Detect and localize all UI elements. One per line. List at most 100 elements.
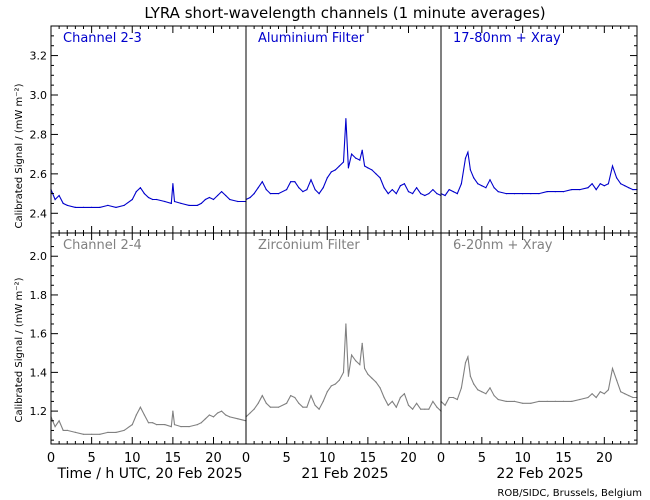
data-point [436, 193, 438, 195]
data-point [460, 387, 462, 389]
x-tick-label: 10 [319, 451, 336, 466]
data-point [253, 408, 255, 410]
data-point [473, 177, 475, 179]
data-point [428, 193, 430, 195]
data-point [628, 395, 630, 397]
panel-label-top-3: 17-80nm + Xray [453, 31, 561, 46]
data-point [387, 404, 389, 406]
data-point [497, 398, 499, 401]
data-point [456, 398, 458, 401]
data-point [603, 393, 605, 395]
data-point [367, 373, 369, 375]
data-point [403, 183, 405, 185]
data-point [143, 193, 145, 195]
data-point [420, 193, 422, 195]
data-point [351, 354, 353, 356]
data-point [330, 171, 332, 173]
data-point [200, 202, 202, 204]
data-point [595, 396, 597, 399]
data-point [164, 200, 166, 203]
data-point [355, 157, 357, 159]
data-point [460, 183, 462, 185]
data-point [554, 191, 556, 193]
y-tick-label: 1.6 [30, 328, 48, 341]
data-point [467, 151, 469, 153]
data-point [314, 189, 316, 191]
data-point [351, 153, 353, 155]
y-tick-label: 1.8 [30, 289, 48, 302]
data-point [217, 194, 219, 197]
data-point [208, 414, 210, 416]
series-line-top-2 [245, 118, 442, 200]
data-point [379, 177, 381, 179]
data-point [156, 198, 158, 201]
y-tick-label: 2.0 [30, 250, 48, 263]
data-point [290, 395, 292, 397]
data-point [237, 200, 239, 203]
data-point [607, 183, 610, 185]
data-point [131, 424, 133, 426]
y-axis-label-bottom: Calibrated Signal / (mW m⁻²) [14, 277, 25, 422]
data-point [302, 191, 304, 193]
data-point [253, 193, 255, 195]
data-point [407, 404, 410, 406]
y-tick-label: 2.8 [30, 128, 48, 141]
data-point [497, 191, 499, 193]
data-point [82, 206, 85, 208]
data-point [538, 400, 540, 402]
data-point [473, 383, 475, 385]
data-point [322, 400, 324, 402]
data-point [221, 191, 223, 193]
data-point [562, 400, 565, 402]
data-point [611, 367, 614, 370]
data-point [188, 204, 190, 206]
data-point [412, 408, 414, 410]
x-tick-label: 5 [87, 451, 95, 466]
data-point [355, 360, 357, 362]
data-point [361, 342, 363, 344]
data-point [591, 393, 593, 395]
data-point [345, 323, 347, 325]
chart-title: LYRA short-wavelength channels (1 minute… [144, 4, 545, 22]
x-tick-label: 20 [400, 451, 417, 466]
data-point [364, 165, 366, 167]
data-point [467, 356, 469, 358]
panel-label-top-2: Aluminium Filter [258, 31, 365, 46]
data-point [452, 191, 454, 193]
data-point [375, 381, 377, 383]
data-point [628, 187, 630, 189]
data-point [464, 362, 467, 364]
day-label-2: 21 Feb 2025 [301, 466, 388, 482]
data-point [361, 149, 363, 151]
data-point [562, 191, 565, 193]
data-point [599, 183, 601, 185]
data-point [170, 426, 172, 428]
data-point [225, 194, 227, 197]
data-point [212, 198, 215, 201]
data-point [334, 169, 336, 171]
data-point [172, 410, 174, 412]
credit-text: ROB/SIDC, Brussels, Belgium [497, 488, 642, 499]
data-point [477, 183, 479, 185]
data-point [371, 169, 373, 171]
data-point [448, 396, 450, 399]
data-point [147, 196, 150, 199]
data-point [591, 183, 593, 185]
data-point [489, 179, 491, 181]
data-point [229, 198, 231, 201]
x-tick-label: 15 [360, 451, 377, 466]
data-point [530, 193, 532, 195]
data-point [99, 206, 101, 208]
data-point [115, 431, 117, 433]
data-point [513, 400, 516, 402]
data-point [180, 202, 182, 204]
data-point [139, 187, 141, 189]
data-point [452, 396, 454, 399]
data-point [322, 187, 324, 189]
y-tick-label: 2.4 [30, 207, 48, 220]
data-point [624, 185, 626, 187]
data-point [375, 173, 377, 175]
data-point [196, 424, 198, 426]
data-point [314, 404, 316, 406]
data-point [395, 406, 397, 408]
